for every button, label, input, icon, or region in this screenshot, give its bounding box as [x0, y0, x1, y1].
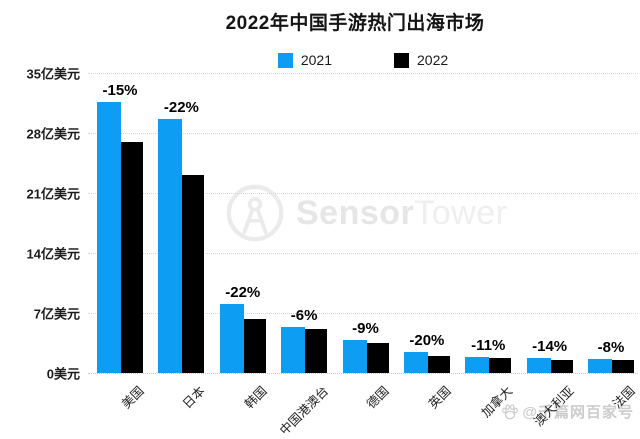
y-tick-label: 28亿美元: [26, 126, 80, 142]
change-label: -9%: [352, 320, 379, 338]
bar-2022-法国: [612, 360, 634, 373]
change-label: -14%: [532, 338, 568, 355]
bar-2022-加拿大: [489, 358, 512, 373]
x-tick-label: 日本: [180, 383, 209, 412]
y-tick-label: 0美元: [46, 366, 80, 382]
legend-swatch-2021-icon: [277, 52, 293, 68]
change-label: -8%: [597, 339, 625, 357]
x-tick-label: 法国: [610, 383, 638, 412]
change-label: -22%: [225, 283, 261, 301]
plot-area: -15% -22% -22% -6% -9% -20% -11% -14% -8%: [88, 73, 638, 374]
x-tick-label: 澳大利亚: [531, 383, 577, 430]
change-label: -15%: [102, 82, 138, 100]
change-label: -22%: [163, 99, 199, 117]
y-axis: 35亿美元 28亿美元 21亿美元 14亿美元 7亿美元 0美元: [0, 67, 82, 382]
gridline: [88, 253, 638, 254]
bar-2022-中国港澳台: [305, 329, 328, 373]
legend-item-2021: 2021: [277, 52, 332, 68]
gridline: [88, 193, 638, 194]
change-label: -20%: [409, 331, 445, 349]
legend-label-2021: 2021: [300, 52, 332, 68]
y-tick-label: 21亿美元: [26, 186, 80, 202]
y-tick-label: 35亿美元: [26, 66, 80, 82]
bar-2021-中国港澳台: [281, 326, 306, 373]
gridline: [88, 73, 638, 74]
x-tick-label: 美国: [119, 383, 147, 412]
bar-2022-德国: [366, 343, 389, 373]
x-tick-label: 德国: [364, 383, 393, 412]
bar-2022-英国: [427, 355, 450, 373]
x-tick-label: 加拿大: [478, 383, 515, 421]
legend-item-2022: 2022: [394, 52, 448, 68]
x-tick-label: 韩国: [241, 383, 270, 412]
bar-2022-日本: [182, 175, 205, 373]
bar-2021-法国: [588, 359, 612, 373]
gridline: [88, 133, 638, 134]
y-tick-label: 7亿美元: [33, 306, 80, 322]
y-tick-label: 14亿美元: [26, 246, 80, 262]
bar-2021-日本: [158, 119, 183, 373]
bar-2022-韩国: [243, 319, 266, 373]
legend-label-2022: 2022: [417, 52, 449, 68]
gridline: [88, 313, 638, 314]
x-tick-label: 中国港澳台: [276, 383, 331, 438]
bar-2021-英国: [403, 351, 428, 373]
x-tick-label: 英国: [426, 383, 454, 412]
change-label: -11%: [471, 336, 506, 354]
legend-swatch-2022-icon: [394, 52, 409, 68]
bar-2021-美国: [97, 102, 121, 373]
legend: 2021 2022: [88, 52, 638, 68]
bar-2021-澳大利亚: [526, 358, 551, 373]
bar-2021-韩国: [219, 303, 244, 373]
bar-2021-德国: [342, 340, 367, 373]
change-label: -6%: [290, 306, 318, 324]
bar-2022-美国: [121, 142, 143, 373]
gridline: [88, 373, 638, 374]
chart-title: 2022年中国手游热门出海市场: [225, 13, 485, 34]
bar-2021-加拿大: [465, 356, 490, 373]
x-axis: 美国 日本 韩国 中国港澳台 德国 英国 加拿大 澳大利亚 法国: [88, 373, 640, 438]
bar-2022-澳大利亚: [550, 360, 573, 373]
